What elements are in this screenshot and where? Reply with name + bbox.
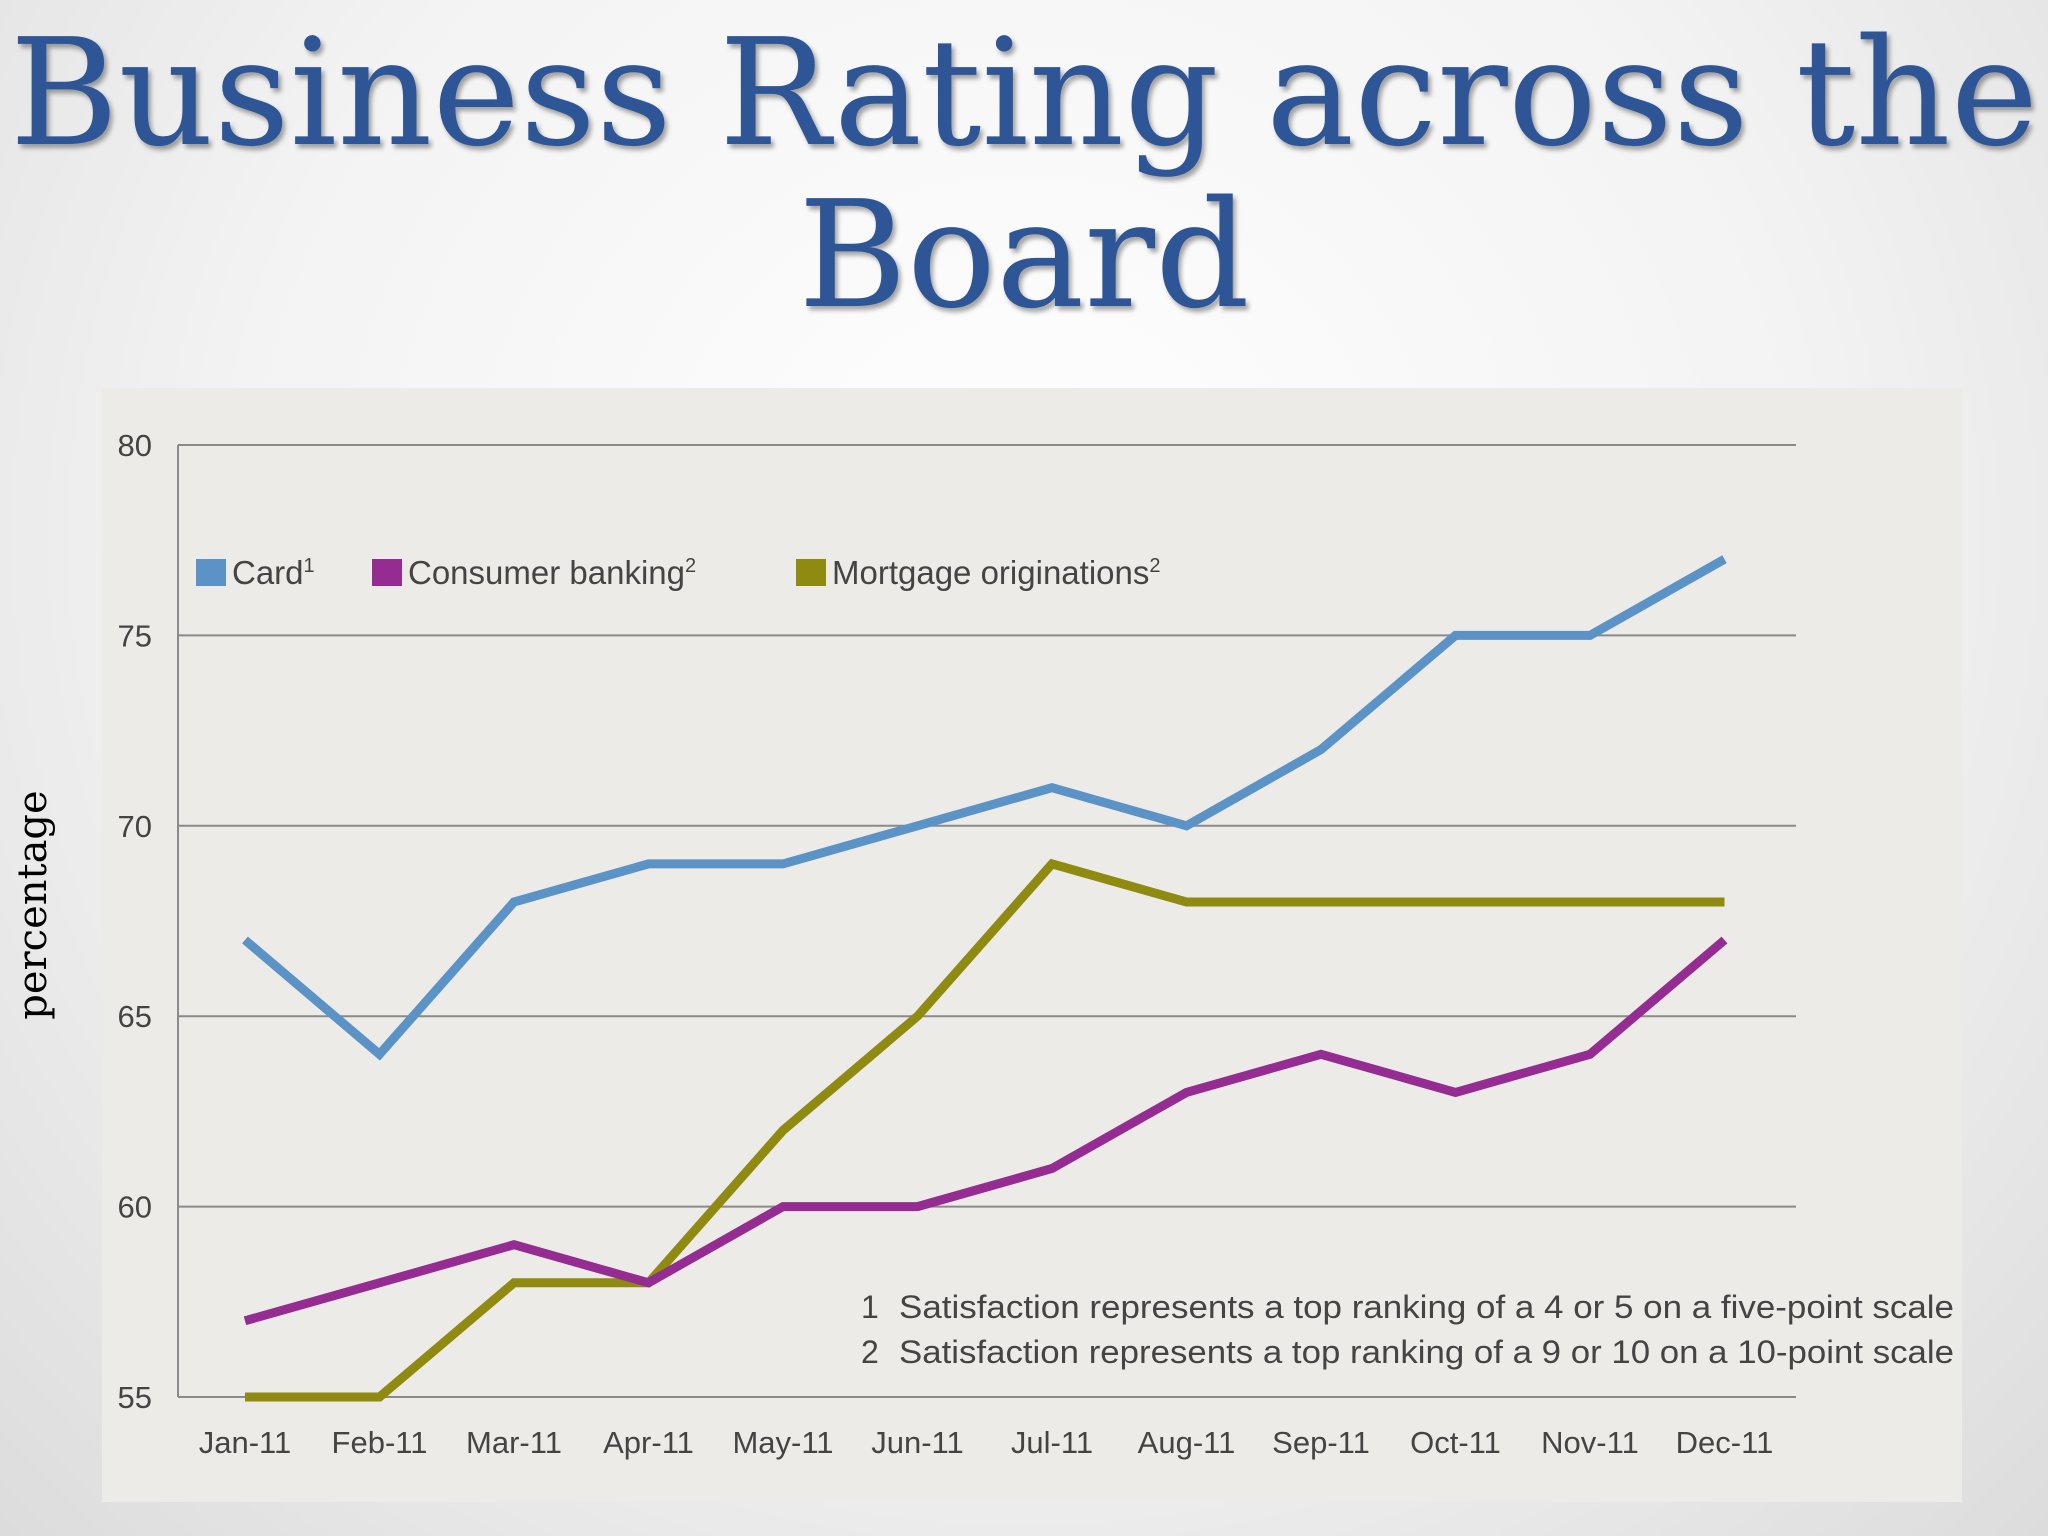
footnote-text-2: Satisfaction represents a top ranking of… [899,1334,1954,1370]
x-tick-label-jul-11: Jul-11 [1011,1425,1093,1460]
y-tick-label-75: 75 [118,618,152,653]
x-tick-label-dec-11: Dec-11 [1676,1425,1774,1460]
footnote-number-1: 1 [861,1289,879,1325]
line-chart: 80 75 70 65 60 55 Jan-11 Feb-11 Mar-11 Apr-11 May-… [118,428,1954,1460]
x-tick-label-sep-11: Sep-11 [1272,1425,1370,1460]
series-line-card [242,555,1727,1061]
x-tick-label-may-11: May-11 [732,1425,833,1460]
series-line-consumer-banking [243,936,1728,1326]
slide-title: Business Rating across the Board [0,12,2048,336]
y-tick-label-60: 60 [118,1190,152,1225]
y-tick-label-70: 70 [118,809,152,844]
legend-swatch-card [196,559,226,586]
y-axis-title-wrap: percentage [10,790,56,1036]
chart-panel: 80 75 70 65 60 55 Jan-11 Feb-11 Mar-11 Apr-11 May-… [102,388,1962,1502]
y-tick-label-55: 55 [118,1380,152,1415]
title-line-2: Board [798,169,1250,341]
legend-label-consumer-banking: Consumer banking2 [408,554,696,591]
legend-label-card: Card1 [232,554,315,591]
x-tick-label-apr-11: Apr-11 [603,1425,694,1460]
y-tick-label-80: 80 [118,428,152,463]
legend-swatch-mortgage-originations [796,559,826,586]
x-tick-label-feb-11: Feb-11 [332,1425,428,1460]
legend-swatch-consumer-banking [372,559,402,586]
x-tick-label-jun-11: Jun-11 [871,1425,964,1460]
legend-sup-card: 1 [304,555,315,577]
y-tick-label-65: 65 [118,999,152,1034]
title-line-1: Business Rating across the [9,7,2039,179]
legend-sup-mortgage-originations: 2 [1149,555,1160,577]
y-axis-title: percentage [10,790,56,1020]
footnote-number-2: 2 [861,1334,879,1370]
x-tick-label-jan-11: Jan-11 [199,1425,292,1460]
legend-label-mortgage-originations: Mortgage originations2 [832,554,1160,591]
footnote-text-1: Satisfaction represents a top ranking of… [899,1289,1954,1325]
x-tick-label-mar-11: Mar-11 [466,1425,562,1460]
x-tick-label-aug-11: Aug-11 [1138,1425,1236,1460]
series-line-mortgage-originations [245,858,1725,1402]
x-tick-label-oct-11: Oct-11 [1410,1425,1501,1460]
x-tick-label-nov-11: Nov-11 [1541,1425,1639,1460]
legend-sup-consumer-banking: 2 [685,555,696,577]
